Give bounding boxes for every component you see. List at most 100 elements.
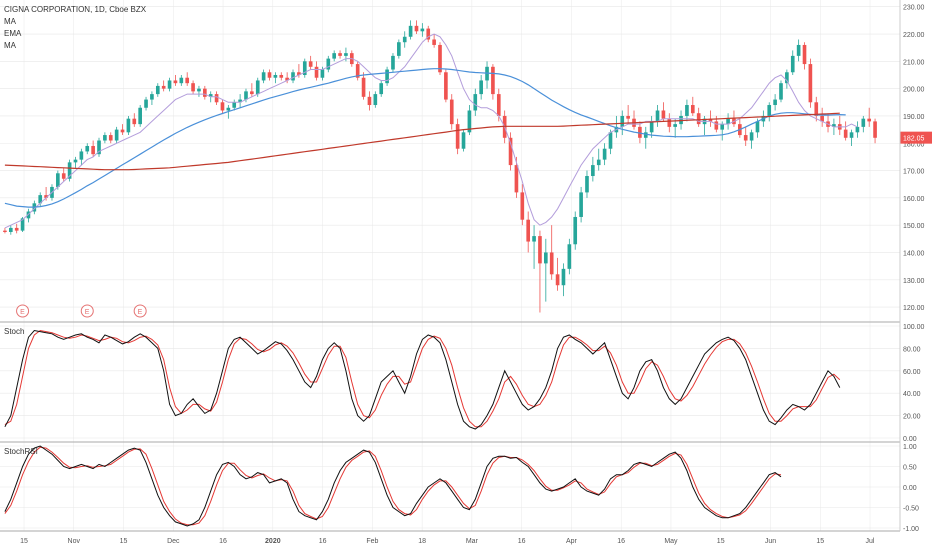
candle-body[interactable] [708,118,713,122]
candle-body[interactable] [250,91,254,95]
candle-body[interactable] [56,173,60,187]
candle-body[interactable] [767,105,772,116]
candle-body[interactable] [790,55,795,73]
candle-body[interactable] [26,211,31,219]
candle-body[interactable] [108,135,113,141]
candle-body[interactable] [267,72,272,78]
candle-body[interactable] [332,53,336,59]
candle-body[interactable] [214,94,219,103]
candle-body[interactable] [843,129,848,138]
candle-body[interactable] [785,72,789,84]
candle-body[interactable] [808,64,813,103]
candle-body[interactable] [197,88,201,92]
candle-body[interactable] [432,39,436,45]
candle-body[interactable] [726,118,730,125]
candle-body[interactable] [449,99,454,125]
candle-body[interactable] [208,94,213,97]
candle-body[interactable] [344,53,348,56]
candle-body[interactable] [244,91,248,100]
candle-body[interactable] [491,66,495,95]
candle-body[interactable] [461,132,466,149]
candle-body[interactable] [696,113,701,125]
candle-body[interactable] [820,115,824,122]
candle-body[interactable] [796,44,801,56]
candle-body[interactable] [161,85,166,89]
candle-body[interactable] [661,110,666,119]
candle-body[interactable] [402,36,407,43]
candle-body[interactable] [690,105,695,114]
candle-body[interactable] [779,83,783,100]
candle-body[interactable] [173,80,178,84]
earnings-marker[interactable] [133,304,147,318]
candle-body[interactable] [97,140,101,155]
candle-body[interactable] [79,151,84,160]
candle-body[interactable] [138,107,142,125]
candle-body[interactable] [861,118,866,127]
candle-body[interactable] [496,94,501,116]
candle-body[interactable] [191,83,195,92]
candle-body[interactable] [61,173,66,179]
candle-body[interactable] [596,159,601,166]
candle-body[interactable] [426,28,431,40]
candle-body[interactable] [873,121,877,138]
candle-body[interactable] [361,77,366,97]
candle-body[interactable] [655,110,660,122]
candle-body[interactable] [849,132,854,138]
candle-body[interactable] [3,230,7,232]
candle-body[interactable] [773,99,777,106]
candle-body[interactable] [120,129,125,133]
candle-body[interactable] [473,94,478,111]
candle-body[interactable] [232,102,237,108]
candle-body[interactable] [320,69,325,78]
candle-body[interactable] [532,236,536,242]
candle-body[interactable] [144,99,148,108]
candle-body[interactable] [520,192,525,220]
candle-body[interactable] [203,88,207,97]
candle-body[interactable] [414,25,419,32]
candle-body[interactable] [44,195,48,198]
candle-body[interactable] [73,159,78,163]
candle-body[interactable] [314,66,319,78]
indicator-label-ma-slow[interactable]: MA [4,41,17,50]
candle-body[interactable] [479,80,483,95]
candle-body[interactable] [585,176,589,193]
candle-body[interactable] [638,126,642,138]
candle-body[interactable] [367,96,372,106]
candle-body[interactable] [602,148,607,160]
candle-body[interactable] [538,236,542,264]
candle-body[interactable] [508,137,513,166]
candle-body[interactable] [279,74,284,78]
candle-body[interactable] [755,121,760,133]
candle-body[interactable] [385,69,389,84]
candle-body[interactable] [555,274,560,286]
candle-body[interactable] [643,132,648,138]
candle-body[interactable] [20,218,25,231]
candle-body[interactable] [255,80,260,95]
candle-body[interactable] [150,94,154,100]
candle-body[interactable] [8,227,13,232]
candle-body[interactable] [438,44,442,73]
candle-body[interactable] [867,118,872,122]
candle-body[interactable] [667,118,672,127]
candle-body[interactable] [14,227,19,231]
candle-body[interactable] [714,121,719,130]
candle-body[interactable] [114,129,119,141]
candle-body[interactable] [397,42,401,56]
candle-body[interactable] [455,124,460,149]
candle-body[interactable] [185,77,190,84]
candle-body[interactable] [291,72,295,81]
candle-body[interactable] [238,99,242,103]
candle-body[interactable] [420,28,425,32]
candle-body[interactable] [802,44,807,65]
candle-body[interactable] [391,55,395,70]
candle-body[interactable] [561,268,566,286]
candle-body[interactable] [467,110,472,133]
candle-body[interactable] [649,121,654,133]
candle-body[interactable] [85,145,90,152]
candle-body[interactable] [220,102,225,111]
candle-body[interactable] [567,244,572,269]
candle-body[interactable] [379,83,384,95]
candle-body[interactable] [179,77,184,84]
